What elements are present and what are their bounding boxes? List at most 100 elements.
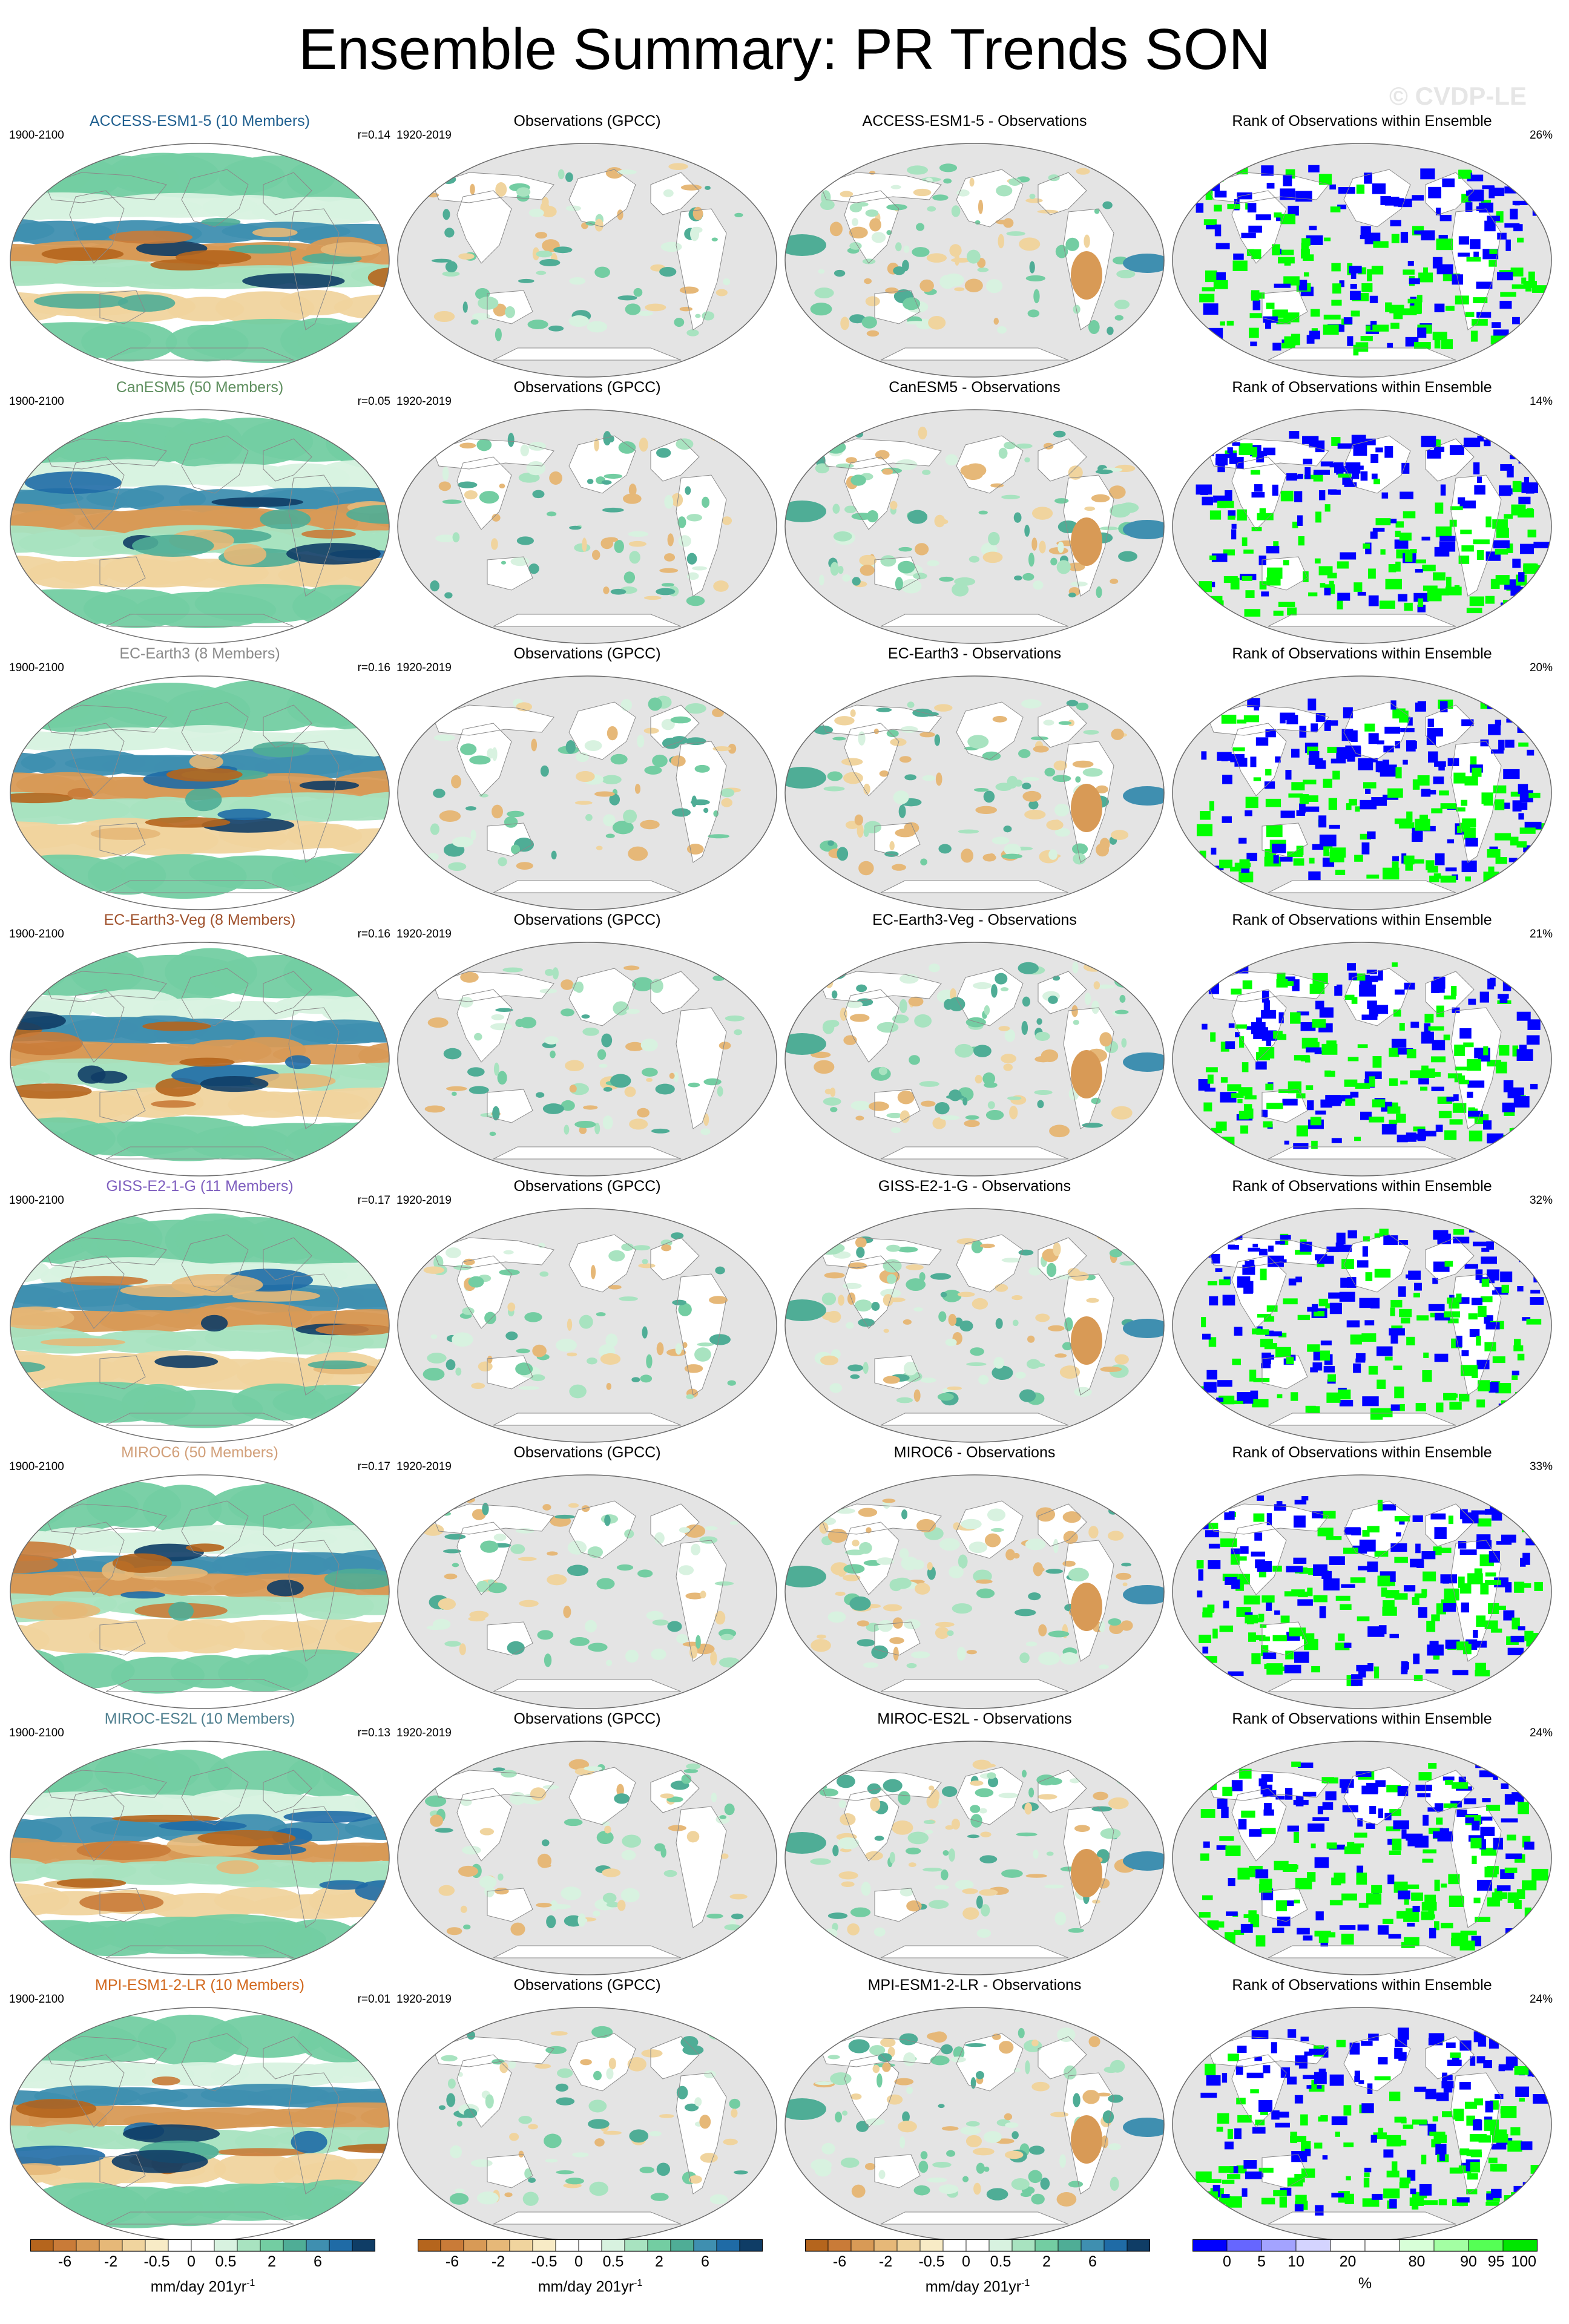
colorbar-swatch (919, 2239, 944, 2252)
colorbar-tick-label: 6 (314, 2253, 322, 2270)
rank-panel: Rank of Observations within Ensemble 32% (1171, 1177, 1553, 1443)
colorbar-swatch (1058, 2239, 1082, 2252)
colorbar-swatch (1295, 2239, 1331, 2252)
map-obs (397, 2007, 777, 2242)
period-label: 1900-2100 (9, 395, 64, 408)
colorbar-swatch (601, 2239, 625, 2252)
model-panel-title: MIROC6 (50 Members) (121, 1444, 278, 1461)
pattern-correlation: r=0.14 (357, 129, 390, 142)
colorbar-swatch (509, 2239, 533, 2252)
rank-panel-title: Rank of Observations within Ensemble (1232, 911, 1492, 928)
period-label: 1920-2019 (396, 1194, 452, 1207)
pattern-correlation: r=0.16 (357, 928, 390, 940)
pattern-correlation: r=0.17 (357, 1460, 390, 1473)
period-label: 1900-2100 (9, 1993, 64, 2006)
map-model (10, 942, 390, 1177)
obs-panel: Observations (GPCC) 1920-2019 (396, 112, 778, 378)
main-title: Ensemble Summary: PR Trends SON (298, 17, 1271, 82)
colorbar-ramp (1192, 2239, 1538, 2252)
colorbar-tick-label: 10 (1288, 2253, 1304, 2270)
rank-panel: Rank of Observations within Ensemble 14% (1171, 378, 1553, 645)
colorbar-swatch (76, 2239, 100, 2252)
map-diff (784, 2007, 1165, 2242)
colorbar-swatch (739, 2239, 763, 2252)
colorbar-swatch (237, 2239, 261, 2252)
diff-panel-title: EC-Earth3-Veg - Observations (872, 911, 1077, 928)
trend-colorbar-1: -6 -2 -0.5 0 0.5 2 6 mm/day 201yr-1 (30, 2239, 375, 2300)
colorbar-swatch (578, 2239, 602, 2252)
colorbar-swatch (30, 2239, 54, 2252)
map-diff (784, 1741, 1165, 1975)
map-obs (397, 1474, 777, 1709)
map-model (10, 1208, 390, 1443)
colorbar-tick-label: 6 (701, 2253, 709, 2270)
colorbar-swatch (1226, 2239, 1262, 2252)
obs-panel-title: Observations (GPCC) (513, 379, 661, 396)
colorbar-swatch (145, 2239, 169, 2252)
colorbar-ramp (418, 2239, 763, 2252)
colorbar-swatch (440, 2239, 464, 2252)
rank-panel-title: Rank of Observations within Ensemble (1232, 113, 1492, 130)
colorbar-swatch (1127, 2239, 1150, 2252)
rank-panel: Rank of Observations within Ensemble 33% (1171, 1443, 1553, 1710)
pattern-correlation: r=0.17 (357, 1194, 390, 1207)
diff-panel-title: CanESM5 - Observations (889, 379, 1061, 396)
period-label: 1900-2100 (9, 1194, 64, 1207)
model-panel: GISS-E2-1-G (11 Members) 1900-2100 r=0.17 (9, 1177, 390, 1443)
period-label: 1920-2019 (396, 928, 452, 940)
obs-panel-title: Observations (GPCC) (513, 1977, 661, 1994)
rank-panel-title: Rank of Observations within Ensemble (1232, 1977, 1492, 1994)
period-label: 1900-2100 (9, 129, 64, 142)
colorbar-tick-label: 20 (1339, 2253, 1357, 2270)
map-obs (397, 675, 777, 910)
rank-percent: 20% (1529, 661, 1553, 674)
map-rank (1172, 675, 1552, 910)
model-panel-title: EC-Earth3-Veg (8 Members) (104, 911, 296, 928)
obs-panel: Observations (GPCC) 1920-2019 (396, 1710, 778, 1976)
diff-panel-title: MIROC6 - Observations (893, 1444, 1056, 1461)
map-obs (397, 942, 777, 1177)
obs-panel-title: Observations (GPCC) (513, 645, 661, 662)
rank-panel: Rank of Observations within Ensemble 20% (1171, 645, 1553, 911)
model-panel: MIROC6 (50 Members) 1900-2100 r=0.17 (9, 1443, 390, 1710)
model-panel: MIROC-ES2L (10 Members) 1900-2100 r=0.13 (9, 1710, 390, 1976)
colorbar-swatch (1081, 2239, 1105, 2252)
rank-panel-title: Rank of Observations within Ensemble (1232, 379, 1492, 396)
colorbar-swatch (463, 2239, 487, 2252)
period-label: 1920-2019 (396, 1993, 452, 2006)
colorbar-tick-label: 2 (1042, 2253, 1051, 2270)
map-diff (784, 143, 1165, 378)
model-panel: CanESM5 (50 Members) 1900-2100 r=0.05 (9, 378, 390, 645)
map-rank (1172, 1741, 1552, 1975)
colorbar-swatch (214, 2239, 238, 2252)
map-model (10, 1741, 390, 1975)
period-label: 1900-2100 (9, 1460, 64, 1473)
diff-panel: MIROC-ES2L - Observations (784, 1710, 1165, 1976)
obs-panel-title: Observations (GPCC) (513, 911, 661, 928)
colorbar-tick-label: -6 (832, 2253, 847, 2270)
colorbar-swatch (988, 2239, 1013, 2252)
colorbar-tick-label: -6 (58, 2253, 72, 2270)
map-diff (784, 675, 1165, 910)
period-label: 1900-2100 (9, 928, 64, 940)
rank-colorbar: 0 5 10 20 80 90 95 100% (1192, 2239, 1538, 2300)
pattern-correlation: r=0.16 (357, 661, 390, 674)
rank-percent: 24% (1529, 1727, 1553, 1739)
model-panel: MPI-ESM1-2-LR (10 Members) 1900-2100 r=0.0… (9, 1976, 390, 2242)
period-label: 1900-2100 (9, 661, 64, 674)
map-rank (1172, 409, 1552, 644)
rank-panel: Rank of Observations within Ensemble 24% (1171, 1710, 1553, 1976)
colorbar-tick-label: -2 (491, 2253, 505, 2270)
colorbar-swatch (99, 2239, 123, 2252)
trend-colorbar-3: -6 -2 -0.5 0 0.5 2 6 mm/day 201yr-1 (805, 2239, 1150, 2300)
obs-panel: Observations (GPCC) 1920-2019 (396, 911, 778, 1177)
map-obs (397, 143, 777, 378)
rank-panel-title: Rank of Observations within Ensemble (1232, 645, 1492, 662)
colorbar-ramp (30, 2239, 375, 2252)
colorbar-swatch (1034, 2239, 1059, 2252)
diff-panel: MPI-ESM1-2-LR - Observations (784, 1976, 1165, 2242)
colorbar-swatch (352, 2239, 375, 2252)
map-rank (1172, 143, 1552, 378)
colorbar-swatch (1468, 2239, 1504, 2252)
colorbar-swatch (896, 2239, 921, 2252)
